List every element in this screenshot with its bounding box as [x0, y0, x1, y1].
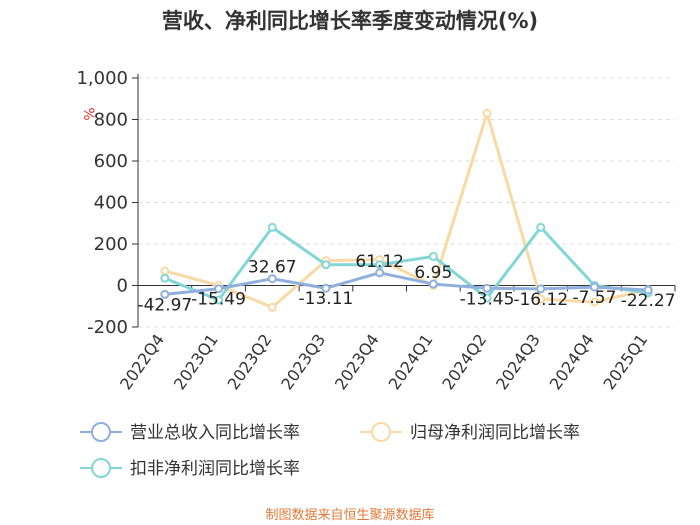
series-lines — [160, 108, 653, 312]
data-point-net-profit[interactable] — [267, 302, 277, 312]
x-tick-label: 2024Q2 — [438, 330, 490, 393]
source-note: 制图数据来自恒生聚源数据库 — [265, 507, 434, 523]
data-point-deducted-profit[interactable] — [214, 295, 224, 305]
y-axis-unit-label: % — [80, 107, 96, 120]
data-point-deducted-profit[interactable] — [536, 222, 546, 232]
data-point-deducted-profit[interactable] — [321, 260, 331, 270]
data-label-revenue: 32.67 — [248, 258, 297, 278]
data-point-deducted-profit[interactable] — [160, 273, 170, 283]
data-label-revenue: 61.12 — [355, 252, 404, 272]
grid-lines — [138, 77, 675, 328]
legend-revenue-label: 营业总收入同比增长率 — [130, 423, 300, 443]
legend-deducted-profit-label: 扣非净利润同比增长率 — [130, 459, 300, 479]
legend-item-deducted-profit[interactable]: 扣非净利润同比增长率 — [80, 458, 300, 479]
data-label-revenue: -7.57 — [572, 288, 616, 308]
data-point-revenue[interactable] — [214, 284, 224, 294]
y-tick-label: -200 — [87, 317, 128, 338]
y-tick-label: 800 — [94, 110, 128, 131]
data-label-revenue: -13.11 — [299, 289, 354, 309]
series-line-deducted-profit — [164, 225, 649, 302]
data-point-net-profit[interactable] — [160, 266, 170, 276]
data-point-deducted-profit[interactable] — [375, 260, 385, 270]
y-tick-label: 400 — [94, 193, 128, 214]
x-tick-label: 2023Q2 — [224, 330, 276, 393]
series-line-net-profit — [164, 111, 649, 309]
data-label-revenue: 6.95 — [414, 263, 452, 283]
x-tick-label: 2025Q1 — [599, 330, 651, 393]
data-point-revenue[interactable] — [375, 268, 385, 278]
data-point-revenue[interactable] — [160, 289, 170, 299]
y-tick-label: 0 — [117, 276, 128, 297]
legend-item-revenue[interactable]: 营业总收入同比增长率 — [80, 422, 300, 443]
x-tick-label: 2024Q3 — [492, 330, 544, 393]
data-point-deducted-profit[interactable] — [482, 293, 492, 303]
y-tick-label: 200 — [94, 234, 128, 255]
x-tick-label: 2023Q1 — [170, 330, 222, 393]
data-label-revenue: -15.49 — [191, 290, 246, 310]
data-label-revenue: -42.97 — [137, 295, 192, 315]
data-point-revenue[interactable] — [321, 283, 331, 293]
series-line-revenue — [164, 271, 649, 296]
data-point-net-profit[interactable] — [536, 294, 546, 304]
data-point-deducted-profit[interactable] — [428, 251, 438, 261]
data-label-revenue: -13.45 — [460, 289, 515, 309]
x-tick-label: 2023Q3 — [277, 330, 329, 393]
legend: 营业总收入同比增长率 归母净利润同比增长率 扣非净利润同比增长率 — [80, 422, 580, 479]
legend-net-profit-marker-icon — [371, 422, 391, 442]
x-tick-label: 2024Q1 — [385, 330, 437, 393]
data-point-revenue[interactable] — [482, 283, 492, 293]
legend-deducted-profit-marker-icon — [91, 458, 111, 478]
data-point-revenue[interactable] — [536, 284, 546, 294]
data-point-net-profit[interactable] — [589, 297, 599, 307]
y-tick-label: 600 — [94, 151, 128, 172]
y-tick-label: 1,000 — [76, 68, 128, 89]
x-tick-label: 2024Q4 — [546, 330, 598, 393]
legend-net-profit-label: 归母净利润同比增长率 — [410, 423, 580, 443]
x-tick-label: 2022Q4 — [116, 330, 168, 393]
data-label-revenue: -22.27 — [621, 291, 676, 311]
x-tick-label: 2023Q4 — [331, 330, 383, 393]
data-point-revenue[interactable] — [643, 285, 653, 295]
axes: -200 0 200 400 600 800 1,000 2022Q4 2023Q1 2023Q2… — [76, 68, 676, 393]
data-point-revenue[interactable] — [428, 279, 438, 289]
data-point-deducted-profit[interactable] — [267, 222, 277, 232]
data-point-net-profit[interactable] — [482, 108, 492, 118]
chart-title: 营收、净利同比增长率季度变动情况(%) — [162, 9, 538, 33]
data-point-revenue[interactable] — [589, 282, 599, 292]
legend-revenue-marker-icon — [91, 422, 111, 442]
legend-item-net-profit[interactable]: 归母净利润同比增长率 — [360, 422, 580, 443]
data-label-revenue: -16.12 — [513, 290, 568, 310]
data-point-revenue[interactable] — [267, 274, 277, 284]
